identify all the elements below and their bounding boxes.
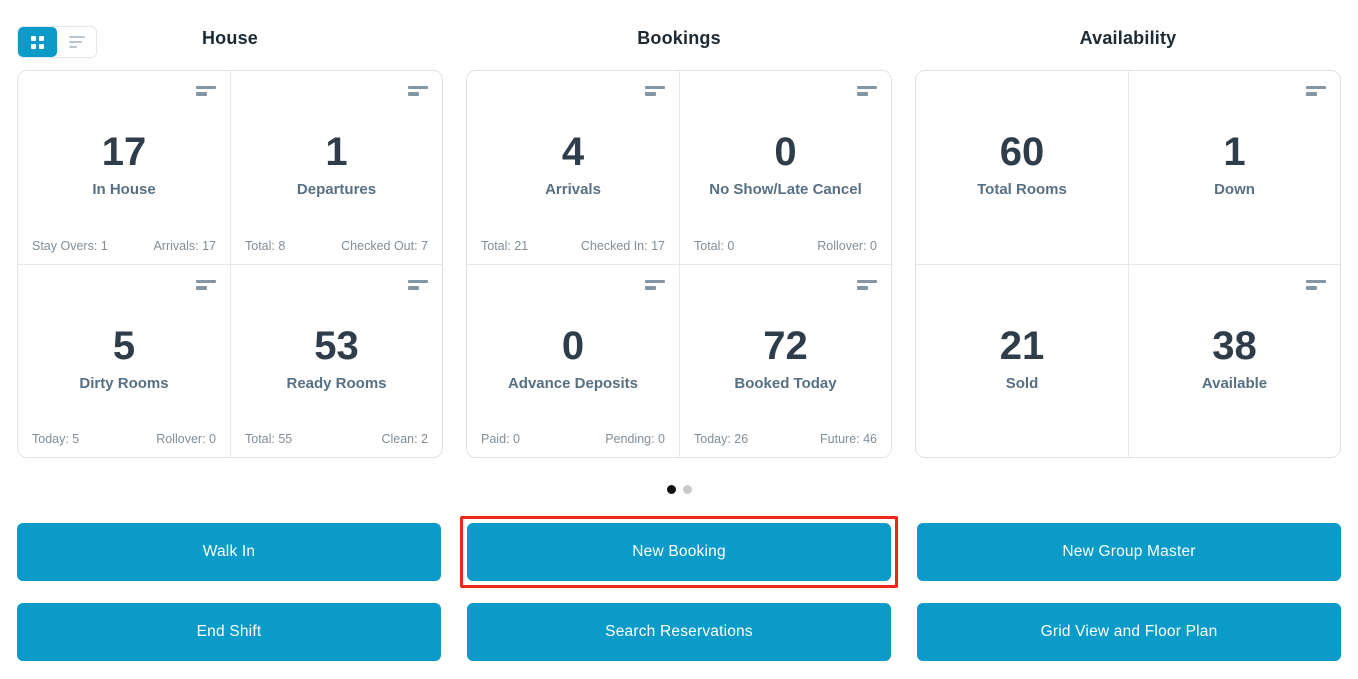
dashboard-header: House Bookings Availability	[0, 0, 1358, 70]
sort-lines-icon[interactable]	[1306, 86, 1326, 98]
stat-footer	[1143, 239, 1326, 254]
stat-footer: Stay Overs: 1 Arrivals: 17	[32, 239, 216, 254]
stat-value: 0	[561, 323, 585, 368]
stat-footer	[930, 239, 1114, 254]
sort-lines-icon[interactable]	[408, 280, 428, 292]
sort-lines-icon[interactable]	[1306, 280, 1326, 292]
stat-card-ready-rooms[interactable]: 53 Ready Rooms Total: 55 Clean: 2	[230, 264, 442, 457]
stat-panels: 17 In House Stay Overs: 1 Arrivals: 17 1…	[0, 70, 1358, 458]
sort-lines-icon[interactable]	[645, 86, 665, 98]
stat-footer-right: Checked Out: 7	[341, 239, 428, 253]
stat-value: 5	[112, 323, 136, 368]
stat-label: Dirty Rooms	[79, 374, 169, 392]
section-title-bookings: Bookings	[637, 28, 721, 48]
grid-view-toggle-button[interactable]	[18, 27, 57, 57]
new-group-master-button[interactable]: New Group Master	[917, 523, 1341, 581]
section-title-house: House	[201, 28, 258, 48]
stat-label: In House	[92, 181, 156, 198]
stat-label: Ready Rooms	[286, 374, 387, 392]
stat-card-dirty-rooms[interactable]: 5 Dirty Rooms Today: 5 Rollover: 0	[18, 264, 230, 457]
stat-footer: Today: 5 Rollover: 0	[32, 432, 216, 447]
stat-footer: Paid: 0 Pending: 0	[481, 432, 665, 447]
stat-footer-left: Today: 26	[694, 432, 749, 446]
search-reservations-button[interactable]: Search Reservations	[467, 603, 891, 661]
sort-lines-icon[interactable]	[645, 280, 665, 292]
action-buttons: Walk In New Booking New Group Master End…	[0, 516, 1358, 661]
stat-value: 72	[763, 323, 808, 368]
view-toggle	[17, 26, 97, 58]
stat-card-sold[interactable]: 21 Sold	[916, 264, 1128, 457]
stat-footer-right: Pending: 0	[605, 432, 665, 446]
list-view-toggle-button[interactable]	[57, 27, 96, 57]
stat-footer: Total: 0 Rollover: 0	[694, 239, 877, 254]
stat-footer-right: Arrivals: 17	[153, 239, 216, 253]
stat-card-down[interactable]: 1 Down	[1128, 71, 1340, 264]
stat-label: Arrivals	[545, 181, 601, 198]
stat-value: 60	[999, 130, 1045, 174]
stat-label: Departures	[296, 181, 377, 198]
stat-footer: Total: 21 Checked In: 17	[481, 239, 665, 254]
end-shift-button[interactable]: End Shift	[17, 603, 441, 661]
sort-lines-icon[interactable]	[408, 86, 428, 98]
stat-footer: Total: 8 Checked Out: 7	[245, 239, 428, 254]
stat-footer-left: Paid: 0	[481, 432, 520, 446]
stat-footer	[1143, 432, 1326, 447]
stat-card-booked-today[interactable]: 72 Booked Today Today: 26 Future: 46	[679, 264, 891, 457]
stat-footer-right: Rollover: 0	[817, 239, 877, 253]
stat-footer-left: Total: 8	[245, 239, 286, 253]
stat-footer: Today: 26 Future: 46	[694, 432, 877, 447]
new-booking-button[interactable]: New Booking	[467, 523, 891, 581]
stat-footer-right: Future: 46	[820, 432, 877, 446]
sort-lines-icon[interactable]	[857, 86, 877, 98]
stat-label: Down	[1214, 181, 1255, 198]
pagination-dot-2[interactable]	[682, 485, 692, 494]
stat-card-advance-deposits[interactable]: 0 Advance Deposits Paid: 0 Pending: 0	[467, 264, 679, 457]
stat-value: 0	[774, 130, 797, 174]
walk-in-button[interactable]: Walk In	[17, 523, 441, 581]
pagination-dot-1[interactable]	[666, 485, 676, 494]
stat-footer	[930, 432, 1114, 447]
panel-availability: 60 Total Rooms 1 Down 21 Sold 38	[915, 70, 1341, 458]
stat-value: 4	[561, 130, 585, 174]
stat-card-total-rooms[interactable]: 60 Total Rooms	[916, 71, 1128, 264]
stat-footer-left: Today: 5	[32, 432, 80, 446]
stat-card-departures[interactable]: 1 Departures Total: 8 Checked Out: 7	[230, 71, 442, 264]
stat-value: 1	[325, 130, 348, 174]
stat-footer-right: Rollover: 0	[156, 432, 216, 446]
stat-value: 1	[1223, 130, 1246, 174]
stat-value: 21	[999, 323, 1045, 368]
sort-lines-icon[interactable]	[196, 86, 216, 98]
stat-footer: Total: 55 Clean: 2	[245, 432, 428, 447]
stat-value: 38	[1212, 323, 1257, 368]
stat-footer-left: Stay Overs: 1	[32, 239, 108, 253]
list-icon	[68, 36, 85, 48]
sort-lines-icon[interactable]	[196, 280, 216, 292]
sort-lines-icon[interactable]	[857, 280, 877, 292]
stat-label: Total Rooms	[977, 181, 1067, 198]
stat-label: Advance Deposits	[507, 374, 639, 392]
panel-house: 17 In House Stay Overs: 1 Arrivals: 17 1…	[17, 70, 443, 458]
stat-card-available[interactable]: 38 Available	[1128, 264, 1340, 457]
stat-footer-left: Total: 55	[245, 432, 293, 446]
stat-label: Available	[1201, 374, 1268, 392]
stat-value: 53	[314, 323, 359, 368]
stat-card-arrivals[interactable]: 4 Arrivals Total: 21 Checked In: 17	[467, 71, 679, 264]
stat-label: No Show/Late Cancel	[709, 181, 862, 198]
stat-value: 17	[101, 130, 147, 174]
stat-footer-left: Total: 0	[694, 239, 735, 253]
annotation-highlight-box: New Booking	[460, 516, 898, 588]
stat-card-in-house[interactable]: 17 In House Stay Overs: 1 Arrivals: 17	[18, 71, 230, 264]
stat-label: Sold	[1005, 374, 1039, 392]
stat-card-no-show-late-cancel[interactable]: 0 No Show/Late Cancel Total: 0 Rollover:…	[679, 71, 891, 264]
grid-icon	[31, 35, 44, 49]
section-title-availability: Availability	[1079, 28, 1177, 48]
stat-footer-right: Checked In: 17	[580, 239, 665, 253]
panel-bookings: 4 Arrivals Total: 21 Checked In: 17 0 No…	[466, 70, 892, 458]
stat-footer-left: Total: 21	[481, 239, 529, 253]
stat-label: Booked Today	[734, 374, 837, 392]
carousel-pagination	[0, 485, 1358, 494]
grid-view-floor-plan-button[interactable]: Grid View and Floor Plan	[917, 603, 1341, 661]
stat-footer-right: Clean: 2	[381, 432, 428, 446]
